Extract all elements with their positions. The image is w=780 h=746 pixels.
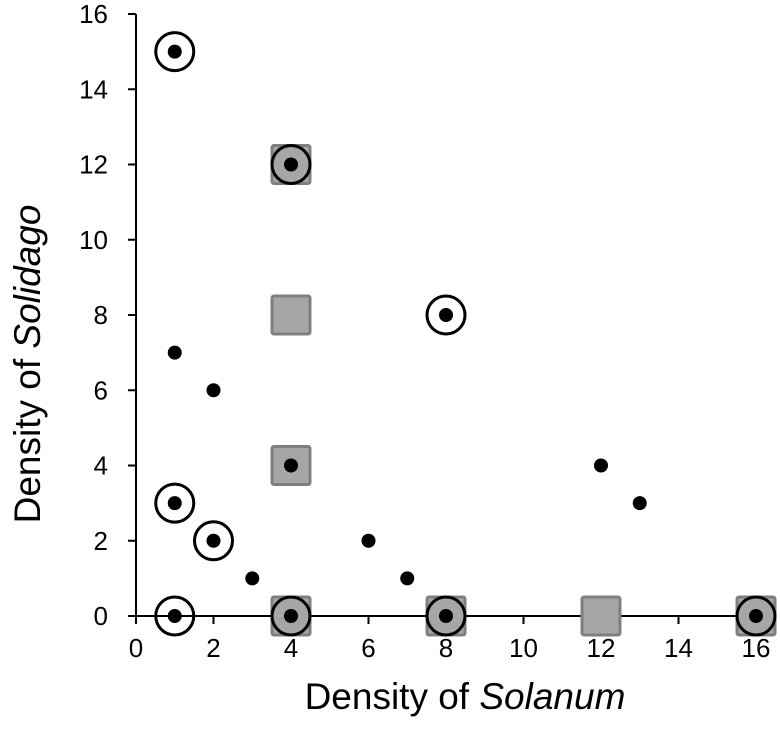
y-axis-title-prefix: Density of (7, 348, 48, 524)
dot-point (400, 571, 415, 586)
series-open-circle (154, 31, 777, 637)
dot-point (167, 345, 182, 360)
series-square (270, 144, 777, 637)
dot-point (439, 609, 453, 623)
square-point (270, 294, 312, 336)
x-axis-title-prefix: Density of (304, 676, 480, 717)
dot-point (167, 609, 182, 623)
circle-point (735, 595, 777, 637)
dot-point (167, 44, 182, 59)
series-dot (167, 44, 763, 623)
dot-point (284, 609, 298, 623)
dot-point (245, 571, 260, 586)
x-tick-label: 12 (587, 633, 616, 663)
dot-point (749, 609, 763, 623)
circle-point (270, 595, 312, 637)
circle-point (425, 294, 467, 336)
y-axis-title-species: Solidago (7, 204, 48, 349)
x-tick-label: 8 (439, 633, 453, 663)
y-tick-label: 12 (79, 150, 108, 180)
dot-point (632, 496, 647, 511)
y-axis-title: Density of Solidago (7, 205, 49, 524)
circle-point (154, 31, 196, 73)
x-tick-labels: 0 2 4 6 8 10 12 14 16 (129, 616, 771, 663)
x-tick-label: 4 (284, 633, 298, 663)
y-tick-label: 8 (94, 300, 108, 330)
y-tick-label: 4 (94, 451, 108, 481)
x-tick-label: 10 (509, 633, 538, 663)
circle-point (154, 595, 196, 637)
x-axis-title: Density of Solanum (0, 676, 780, 718)
circle-point (154, 482, 196, 524)
dot-point (439, 308, 453, 322)
y-tick-label: 10 (79, 225, 108, 255)
y-tick-labels: 0 2 4 6 8 10 12 14 16 (79, 0, 136, 631)
square-point (580, 595, 622, 637)
x-tick-label: 16 (742, 633, 771, 663)
y-tick-label: 14 (79, 74, 108, 104)
x-tick-label: 14 (664, 633, 693, 663)
y-tick-label: 6 (94, 375, 108, 405)
x-tick-label: 0 (129, 633, 143, 663)
data-series (154, 31, 777, 637)
y-tick-label: 2 (94, 526, 108, 556)
dot-point (284, 157, 298, 172)
x-tick-label: 2 (206, 633, 220, 663)
x-axis-title-species: Solanum (479, 676, 626, 717)
y-tick-label: 0 (94, 601, 108, 631)
circle-point (425, 595, 467, 637)
dot-point (361, 533, 376, 548)
dot-point (284, 458, 298, 473)
dot-point (594, 458, 608, 473)
dot-point (206, 533, 221, 548)
dot-point (206, 383, 221, 398)
circle-point (270, 144, 312, 185)
y-tick-label: 16 (79, 0, 108, 29)
circle-point (193, 520, 234, 562)
x-tick-label: 6 (361, 633, 375, 663)
dot-point (167, 496, 182, 511)
